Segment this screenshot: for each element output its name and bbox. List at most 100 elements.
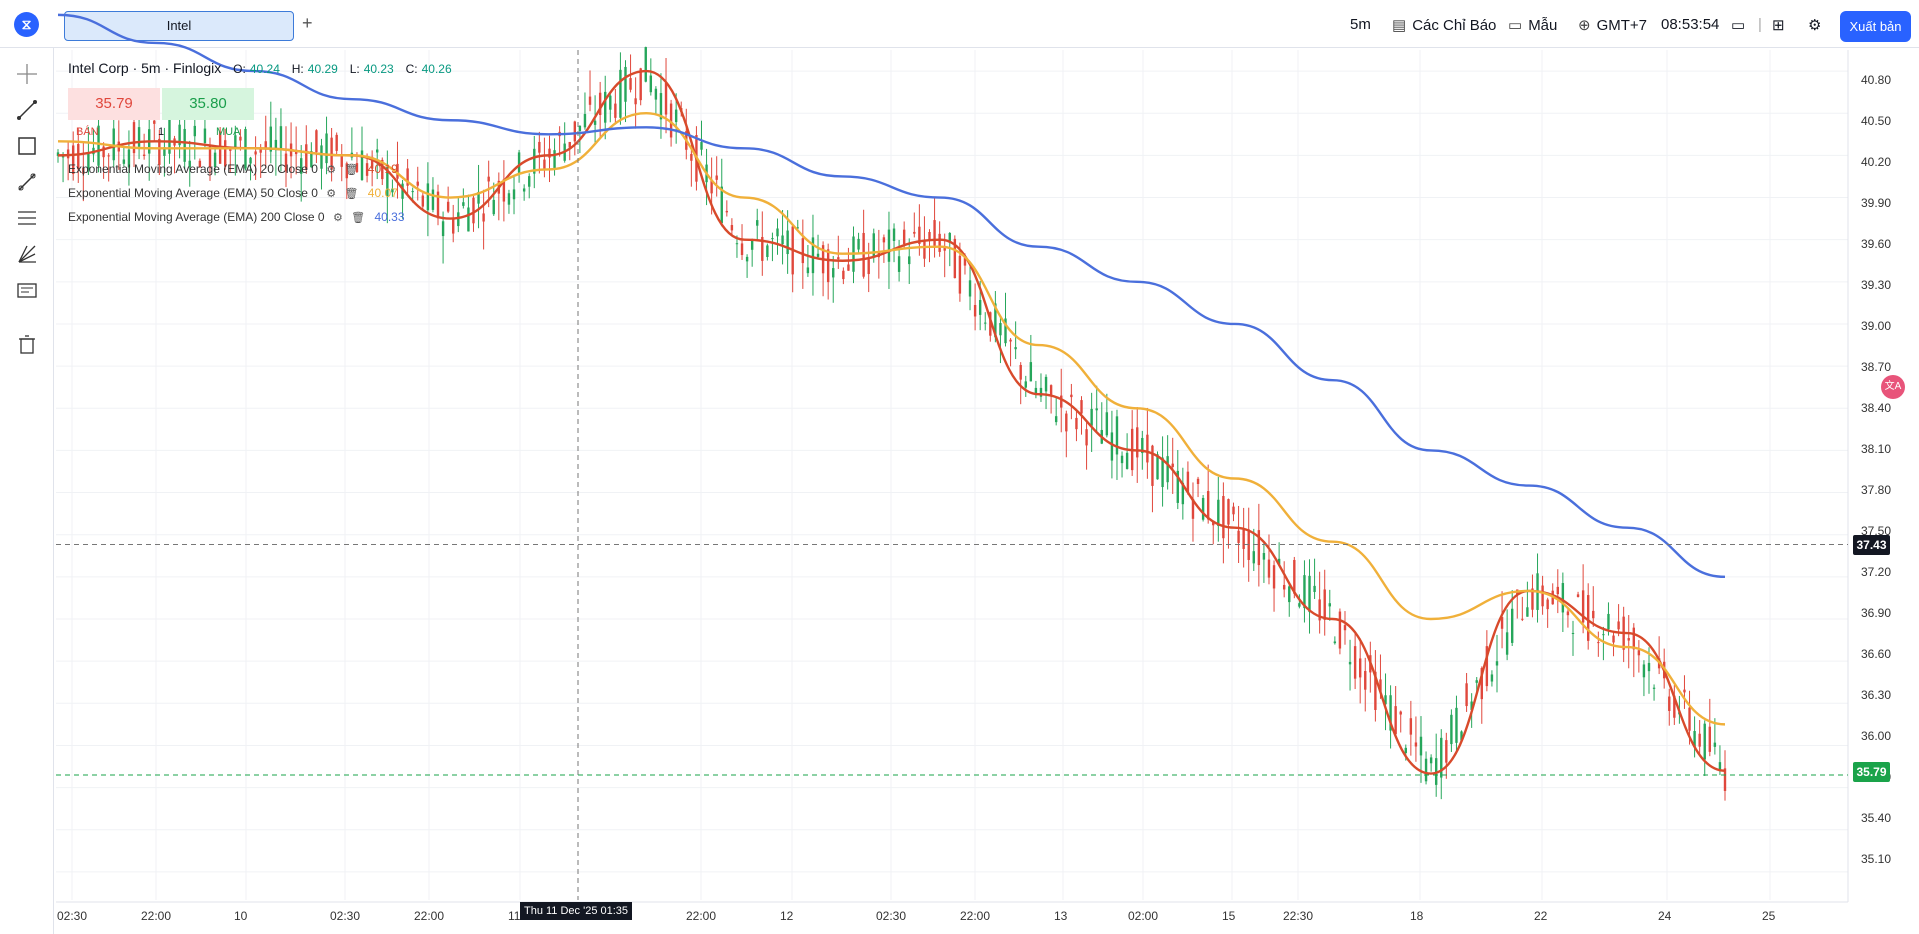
candle-body: [66, 149, 70, 159]
sell-button[interactable]: 35.79: [68, 88, 160, 120]
snapshot-icon[interactable]: ▭: [1731, 17, 1746, 34]
candle-body: [1333, 641, 1337, 644]
candle-body: [1085, 429, 1088, 446]
candle-body: [1571, 632, 1575, 634]
gear-icon[interactable]: ⚙: [326, 188, 337, 200]
indicator-ema200[interactable]: Exponential Moving Average (EMA) 200 Clo…: [68, 210, 405, 224]
price-tick: 39.90: [1860, 196, 1892, 210]
candle-body: [918, 226, 921, 244]
timezone-button[interactable]: ⊕ GMT+7: [1578, 16, 1647, 34]
templates-button[interactable]: ▭ Mẫu: [1508, 16, 1557, 34]
candle-body: [1445, 740, 1448, 763]
candle-body: [82, 167, 85, 174]
price-tick: 37.20: [1860, 565, 1892, 579]
symbol-legend: Intel Corp · 5m · Finlogix O: 40.24 H: 40.…: [68, 60, 452, 76]
candle-body: [908, 256, 911, 265]
candle-body: [305, 144, 308, 170]
candle-body: [386, 167, 389, 197]
candle-body: [1070, 394, 1073, 398]
candle-body: [1277, 558, 1281, 565]
translate-icon[interactable]: 文A: [1881, 375, 1905, 399]
candle-body: [178, 124, 181, 146]
candle-body: [1531, 588, 1534, 610]
layout-icon[interactable]: ⊞: [1772, 17, 1785, 34]
logo-icon[interactable]: ⧖: [14, 12, 39, 37]
candle-body: [1556, 586, 1559, 595]
rectangle-icon[interactable]: [13, 132, 41, 160]
crosshair-icon[interactable]: [13, 60, 41, 88]
crosshair-price-badge: 37.43: [1853, 535, 1890, 555]
text-note-icon[interactable]: [13, 276, 41, 304]
candle-body: [1039, 387, 1043, 397]
candle-body: [284, 153, 288, 172]
buy-label: MUA: [216, 126, 241, 138]
candle-body: [1541, 585, 1544, 607]
trash-icon[interactable]: 🗑: [351, 212, 366, 224]
quantity-input[interactable]: 1: [157, 126, 165, 138]
candle-body: [553, 150, 556, 170]
candle-body: [842, 270, 845, 280]
candle-body: [1348, 661, 1352, 665]
candle-body: [867, 259, 870, 275]
candle-body: [1602, 634, 1605, 636]
trash-icon[interactable]: 🗑: [344, 164, 359, 176]
price-tick: 39.30: [1860, 278, 1892, 292]
candle-body: [97, 125, 100, 166]
candle-body: [1095, 408, 1098, 411]
ohlc-low-value: 40.23: [363, 62, 394, 76]
candle-body: [193, 125, 197, 137]
candle-body: [137, 127, 141, 147]
trendline-icon[interactable]: [13, 96, 41, 124]
indicator-value: 40.07: [367, 186, 398, 200]
gear-icon[interactable]: ⚙: [326, 164, 337, 176]
candle-body: [87, 153, 90, 170]
gann-fan-icon[interactable]: [13, 240, 41, 268]
candle-body: [376, 149, 379, 153]
buy-button[interactable]: 35.80: [162, 88, 254, 120]
candle-body: [776, 228, 779, 237]
candle-body: [1723, 768, 1727, 791]
trash-icon[interactable]: 🗑: [344, 188, 359, 200]
candle-body: [254, 151, 257, 155]
candle-body: [436, 191, 440, 219]
candle-body: [1075, 417, 1078, 430]
candle-body: [224, 140, 227, 167]
gear-icon[interactable]: ⚙: [1808, 17, 1822, 34]
candle-body: [213, 152, 217, 167]
candle-body: [1014, 347, 1017, 350]
indicator-ema20[interactable]: Exponential Moving Average (EMA) 20 Clos…: [68, 162, 398, 176]
price-tick: 40.20: [1860, 155, 1892, 169]
time-tick: 22:00: [686, 909, 717, 923]
time-tick: 25: [1762, 909, 1776, 923]
candle-body: [588, 96, 592, 105]
indicator-value: 40.19: [367, 162, 398, 176]
ruler-icon[interactable]: [13, 168, 41, 196]
ohlc-open-value: 40.24: [249, 62, 280, 76]
gear-icon[interactable]: ⚙: [332, 212, 343, 224]
candle-body: [183, 128, 186, 162]
candle-body: [1227, 499, 1230, 525]
fib-retracement-icon[interactable]: [13, 204, 41, 232]
candle-body: [735, 243, 739, 245]
indicators-button[interactable]: ▤ Các Chỉ Báo: [1392, 16, 1496, 34]
indicator-ema50[interactable]: Exponential Moving Average (EMA) 50 Clos…: [68, 186, 398, 200]
tab-intel[interactable]: Intel: [64, 11, 294, 41]
candle-body: [1394, 706, 1397, 735]
candle-body: [1475, 680, 1478, 683]
candle-body: [1683, 689, 1686, 693]
candle-body: [163, 147, 166, 156]
candle-body: [978, 300, 982, 315]
price-tick: 40.50: [1860, 114, 1892, 128]
add-tab-button[interactable]: +: [302, 13, 313, 33]
candle-body: [1029, 362, 1033, 382]
export-button[interactable]: Xuất bản: [1840, 11, 1911, 42]
candle-body: [1419, 736, 1423, 756]
trash-icon[interactable]: [13, 330, 41, 358]
candle-body: [781, 235, 784, 245]
interval-selector[interactable]: 5m: [1350, 16, 1371, 33]
candle-body: [1009, 339, 1012, 342]
candle-body: [56, 152, 60, 156]
candle-body: [1688, 707, 1691, 731]
candle-body: [1176, 470, 1179, 503]
